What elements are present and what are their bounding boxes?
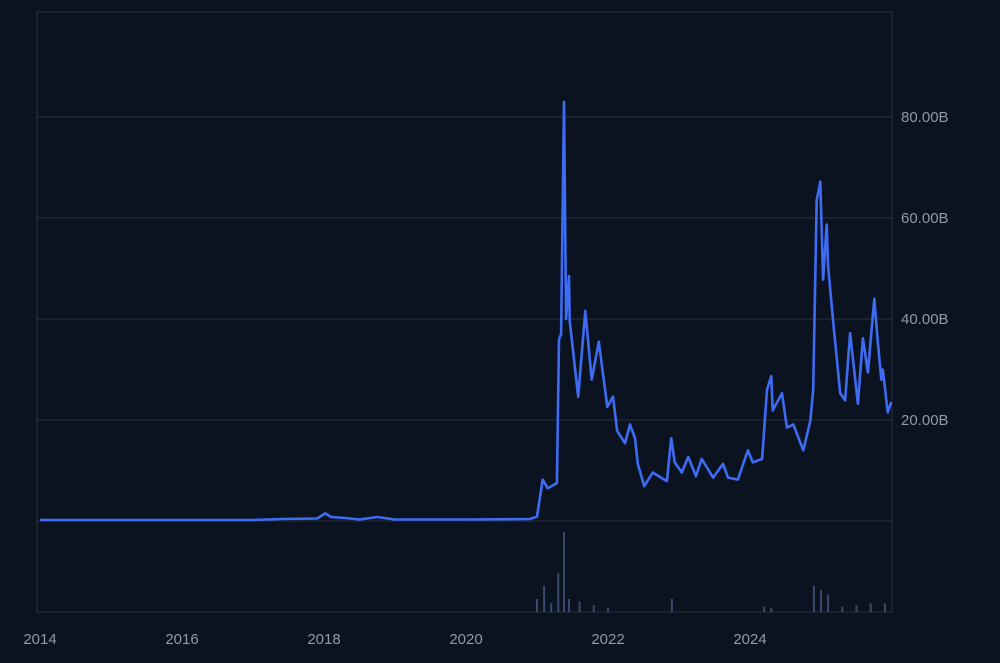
volume-bar xyxy=(812,585,815,612)
volume-bar xyxy=(770,607,773,612)
price-line xyxy=(40,100,893,522)
volume-bar xyxy=(562,531,565,612)
x-axis: 2014 2016 2018 2020 2022 2024 xyxy=(23,631,766,648)
volume-bar xyxy=(670,598,673,612)
grid xyxy=(36,11,893,613)
x-tick-label: 2022 xyxy=(591,631,624,648)
volume-bar xyxy=(592,605,595,612)
volume-bar xyxy=(536,598,538,612)
volume-bar xyxy=(869,603,872,612)
volume-bar xyxy=(820,590,822,612)
y-tick-label: 60.00B xyxy=(901,210,949,227)
volume-bar xyxy=(883,603,886,612)
volume-bar xyxy=(543,585,546,612)
volume-bar xyxy=(578,601,581,612)
volume-bar xyxy=(550,603,553,612)
x-tick-label: 2024 xyxy=(733,631,766,648)
x-tick-label: 2014 xyxy=(23,631,56,648)
x-tick-label: 2020 xyxy=(449,631,482,648)
volume-bar xyxy=(557,572,560,612)
y-tick-label: 20.00B xyxy=(901,412,949,429)
y-tick-label: 80.00B xyxy=(901,109,949,126)
volume-bar xyxy=(827,594,830,612)
x-tick-label: 2018 xyxy=(307,631,340,648)
volume-bar xyxy=(567,598,570,612)
volume-bar xyxy=(855,605,858,612)
y-axis: 20.00B 40.00B 60.00B 80.00B xyxy=(901,109,949,429)
x-tick-label: 2016 xyxy=(165,631,198,648)
volume-bar xyxy=(841,606,844,612)
y-tick-label: 40.00B xyxy=(901,311,949,328)
volume-bar xyxy=(607,607,609,612)
volume-bars xyxy=(536,531,886,612)
volume-bar xyxy=(763,606,766,612)
plot-border xyxy=(36,11,893,613)
